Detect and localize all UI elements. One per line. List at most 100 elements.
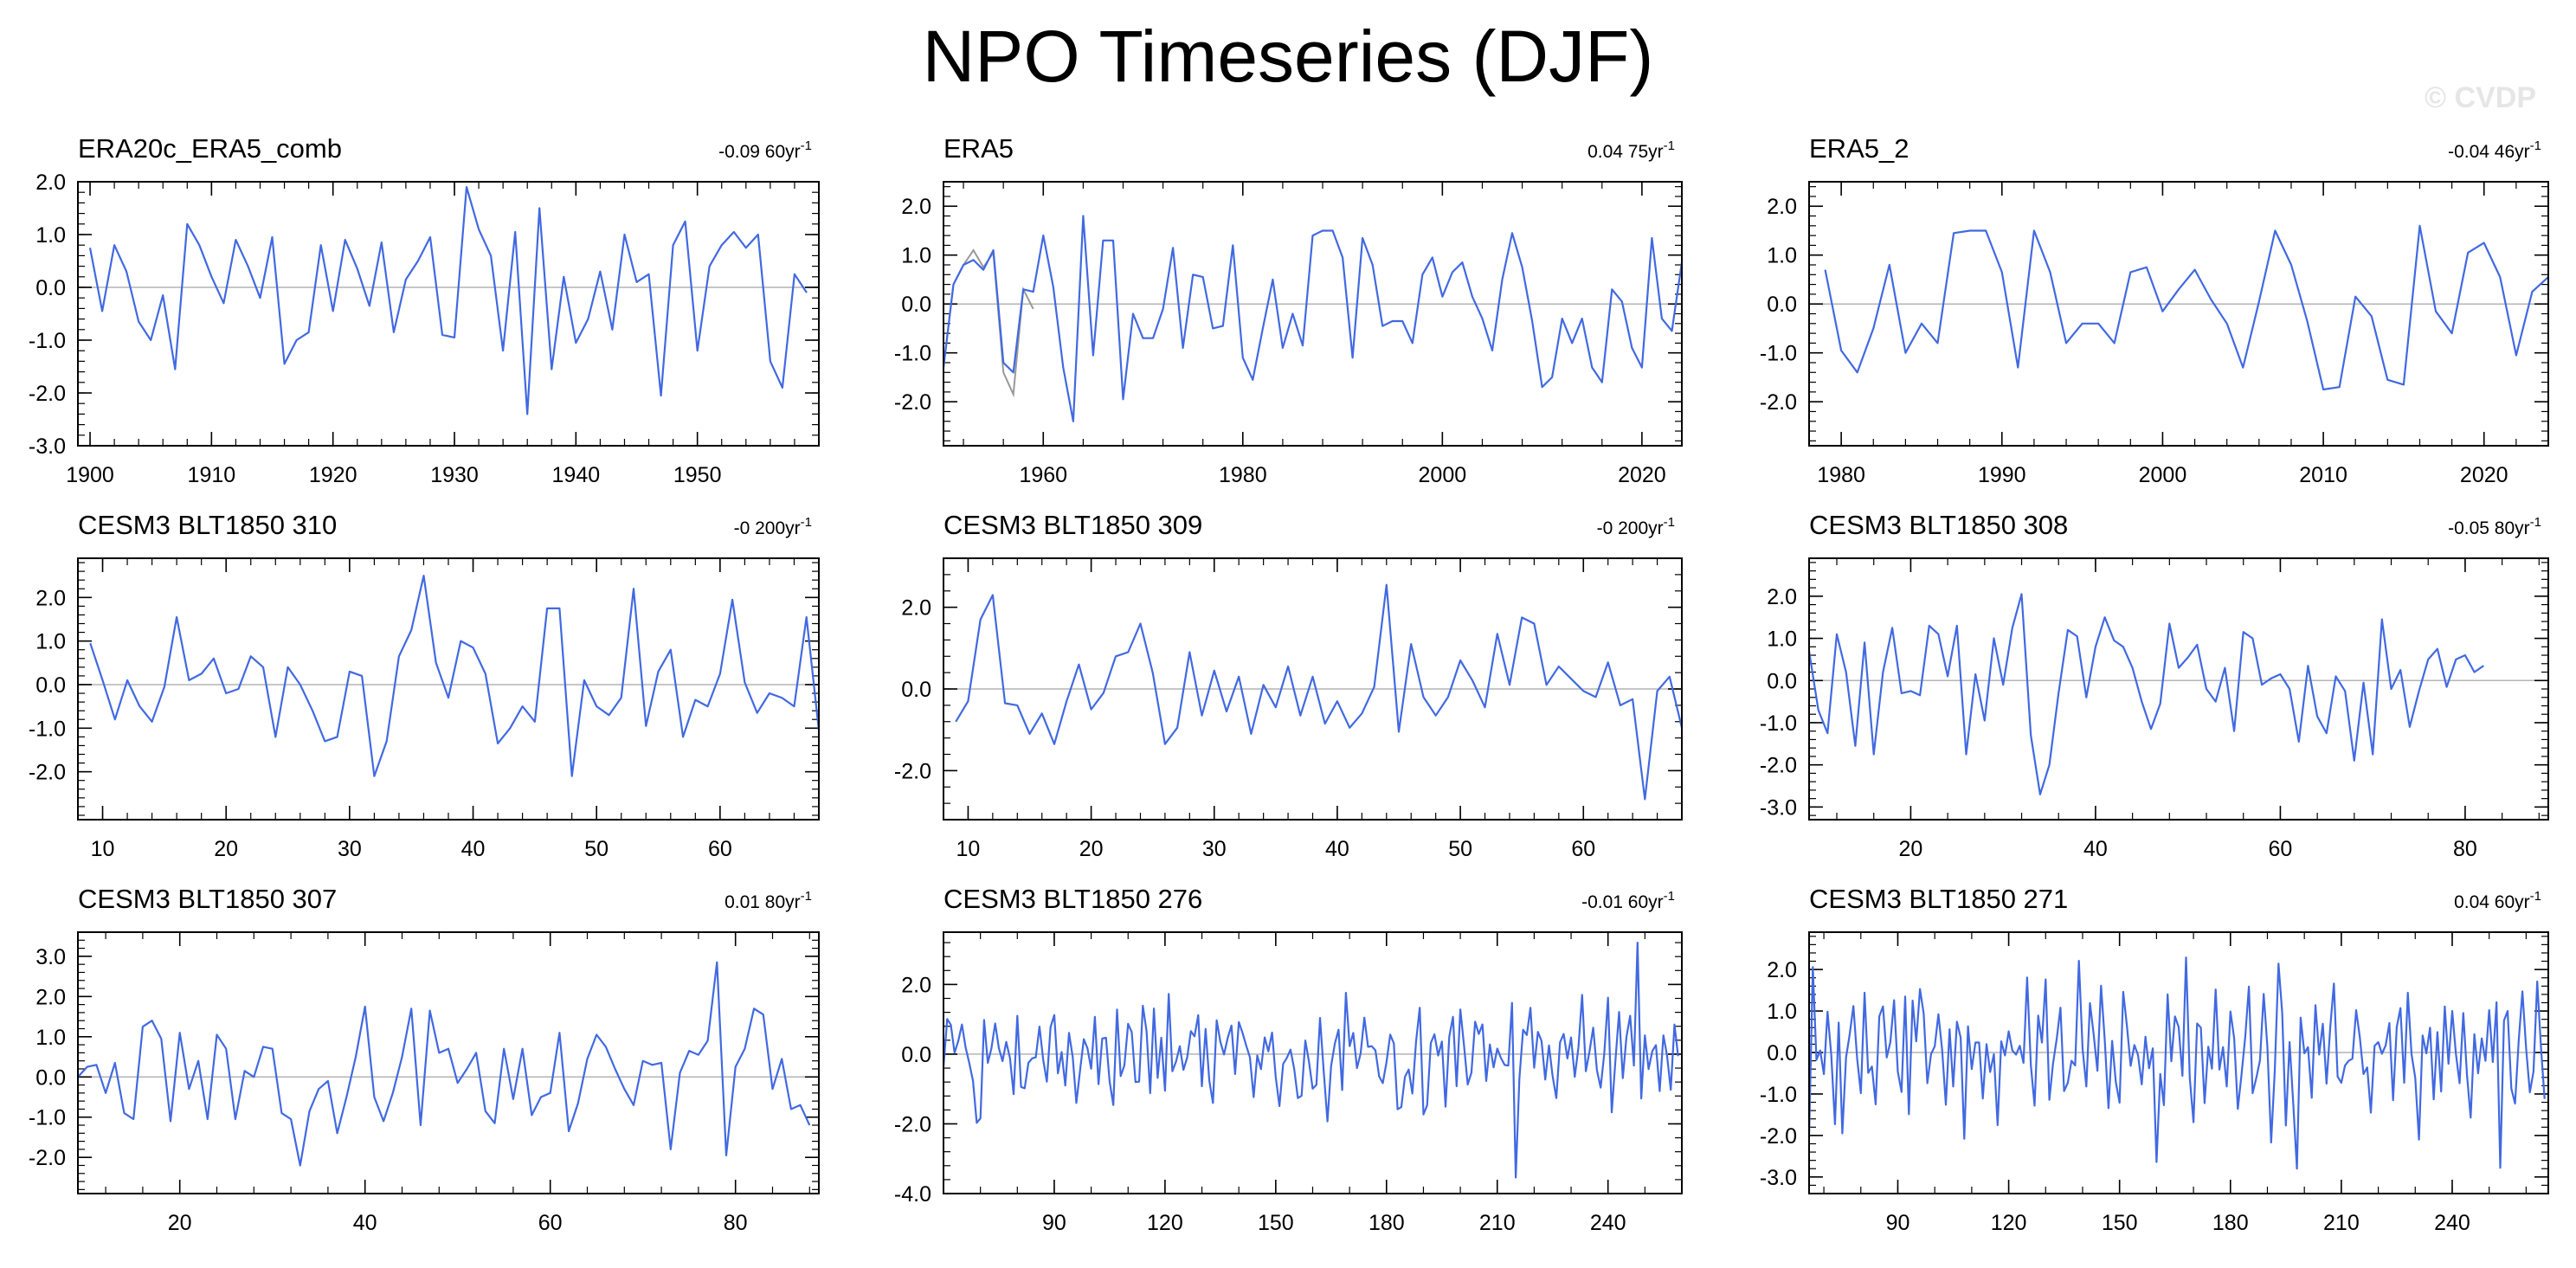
x-tick-label: 210	[2323, 1211, 2360, 1235]
series-line	[1807, 956, 2546, 1170]
y-tick-label: -2.0	[1760, 754, 1797, 778]
y-tick-label: -4.0	[894, 1182, 931, 1207]
y-tick-label: 0.0	[35, 1065, 66, 1090]
chart-panel-7: 3.0 2.0 1.0 0.0 -1.0 -2.0 20 40 60 80 CESM3 BLT185…	[29, 884, 820, 1235]
x-tick-label: 240	[1590, 1211, 1626, 1235]
panel-title: CESM3 BLT1850 307	[78, 884, 337, 914]
trend-label: -0.09 60yr-1	[718, 138, 812, 162]
page-title: NPO Timeseries (DJF)	[922, 16, 1654, 97]
panel-title: CESM3 BLT1850 309	[943, 510, 1202, 540]
y-tick-label: 1.0	[901, 244, 931, 268]
chart-panel-8: 2.0 0.0 -2.0 -4.0 90 120 150 180 210 240 CESM3 BLT…	[894, 884, 1683, 1235]
chart-panel-6: 2.0 1.0 0.0 -1.0 -2.0 -3.0 20 40 60 80 CESM3 BLT18…	[1760, 510, 2549, 861]
x-tick-label: 20	[1079, 837, 1104, 861]
y-tick-label: -1.0	[894, 342, 931, 366]
y-tick-label: -2.0	[1760, 390, 1797, 415]
x-tick-label: 2010	[2299, 463, 2347, 487]
y-tick-label: -1.0	[29, 1106, 66, 1130]
y-tick-label: 0.0	[35, 673, 66, 698]
x-tick-label: 20	[1899, 837, 1923, 861]
x-tick-label: 180	[1368, 1211, 1405, 1235]
series-line	[88, 186, 808, 415]
x-tick-label: 50	[1448, 837, 1472, 861]
y-tick-label: 1.0	[35, 630, 66, 654]
y-tick-label: 0.0	[1767, 293, 1797, 317]
plot-frame	[77, 931, 820, 1194]
x-tick-label: 60	[2269, 837, 2293, 861]
y-tick-label: 3.0	[35, 945, 66, 969]
y-tick-label: 0.0	[901, 293, 931, 317]
panel-title: CESM3 BLT1850 271	[1809, 884, 2068, 914]
x-tick-label: 80	[724, 1211, 748, 1235]
panel-title: CESM3 BLT1850 308	[1809, 510, 2068, 540]
x-tick-label: 150	[1258, 1211, 1294, 1235]
x-tick-label: 40	[353, 1211, 377, 1235]
x-tick-label: 1980	[1219, 463, 1267, 487]
plot-frame	[77, 181, 820, 447]
x-tick-label: 50	[584, 837, 609, 861]
x-tick-label: 40	[2083, 837, 2108, 861]
y-tick-label: 0.0	[901, 1043, 931, 1067]
y-tick-label: 2.0	[35, 586, 66, 610]
series-line	[1807, 593, 2484, 795]
y-tick-label: -2.0	[894, 390, 931, 415]
y-tick-label: -2.0	[1760, 1124, 1797, 1149]
x-tick-label: 30	[338, 837, 362, 861]
y-tick-label: 2.0	[35, 985, 66, 1009]
x-tick-label: 90	[1042, 1211, 1066, 1235]
plot-frame	[1808, 931, 2549, 1194]
plot-frame	[943, 931, 1683, 1194]
panel-title: ERA5_2	[1809, 133, 1909, 164]
y-tick-label: -2.0	[29, 382, 66, 406]
trend-label: 0.01 80yr-1	[724, 889, 812, 912]
series-line	[955, 583, 1684, 801]
panel-title: CESM3 BLT1850 310	[78, 510, 337, 540]
x-tick-label: 40	[1325, 837, 1349, 861]
x-tick-label: 80	[2453, 837, 2477, 861]
x-tick-label: 10	[91, 837, 115, 861]
panel-title: ERA20c_ERA5_comb	[78, 133, 342, 164]
y-tick-label: -2.0	[29, 1146, 66, 1170]
x-tick-label: 1990	[1978, 463, 2026, 487]
y-tick-label: -3.0	[1760, 795, 1797, 820]
x-tick-label: 90	[1886, 1211, 1910, 1235]
y-tick-label: -2.0	[894, 1112, 931, 1136]
x-tick-label: 1940	[552, 463, 601, 487]
y-tick-label: 2.0	[35, 171, 66, 195]
y-tick-label: -1.0	[1760, 342, 1797, 366]
x-tick-label: 30	[1202, 837, 1227, 861]
x-tick-label: 1980	[1817, 463, 1865, 487]
x-tick-label: 1950	[673, 463, 722, 487]
x-tick-label: 120	[1991, 1211, 2027, 1235]
plot-frame	[77, 557, 820, 821]
plot-frame	[943, 557, 1683, 821]
x-tick-label: 1930	[430, 463, 479, 487]
x-tick-label: 120	[1147, 1211, 1183, 1235]
x-tick-label: 180	[2212, 1211, 2249, 1235]
trend-label: 0.04 75yr-1	[1587, 138, 1675, 162]
trend-label: -0.04 46yr-1	[2448, 138, 2541, 162]
x-tick-label: 2020	[2460, 463, 2508, 487]
x-tick-label: 2000	[1419, 463, 1467, 487]
x-tick-label: 210	[1479, 1211, 1516, 1235]
chart-panel-9: 2.0 1.0 0.0 -1.0 -2.0 -3.0 90 120 150 180 210 240 CE…	[1760, 884, 2549, 1235]
y-tick-label: 1.0	[1767, 244, 1797, 268]
y-tick-label: 1.0	[35, 223, 66, 248]
y-tick-label: 1.0	[1767, 628, 1797, 652]
plot-frame	[1808, 557, 2549, 821]
x-tick-label: 40	[461, 837, 486, 861]
plot-frame	[943, 181, 1683, 447]
x-tick-label: 240	[2434, 1211, 2470, 1235]
y-tick-label: 0.0	[1767, 1041, 1797, 1065]
y-tick-label: 0.0	[901, 678, 931, 702]
trend-label: -0 200yr-1	[734, 515, 812, 538]
trend-label: -0.01 60yr-1	[1581, 889, 1675, 912]
x-tick-label: 1910	[188, 463, 236, 487]
x-tick-label: 2020	[1618, 463, 1666, 487]
trend-label: 0.04 60yr-1	[2454, 889, 2541, 912]
x-tick-label: 1900	[66, 463, 114, 487]
y-tick-label: -2.0	[894, 759, 931, 783]
y-tick-label: 1.0	[35, 1026, 66, 1050]
